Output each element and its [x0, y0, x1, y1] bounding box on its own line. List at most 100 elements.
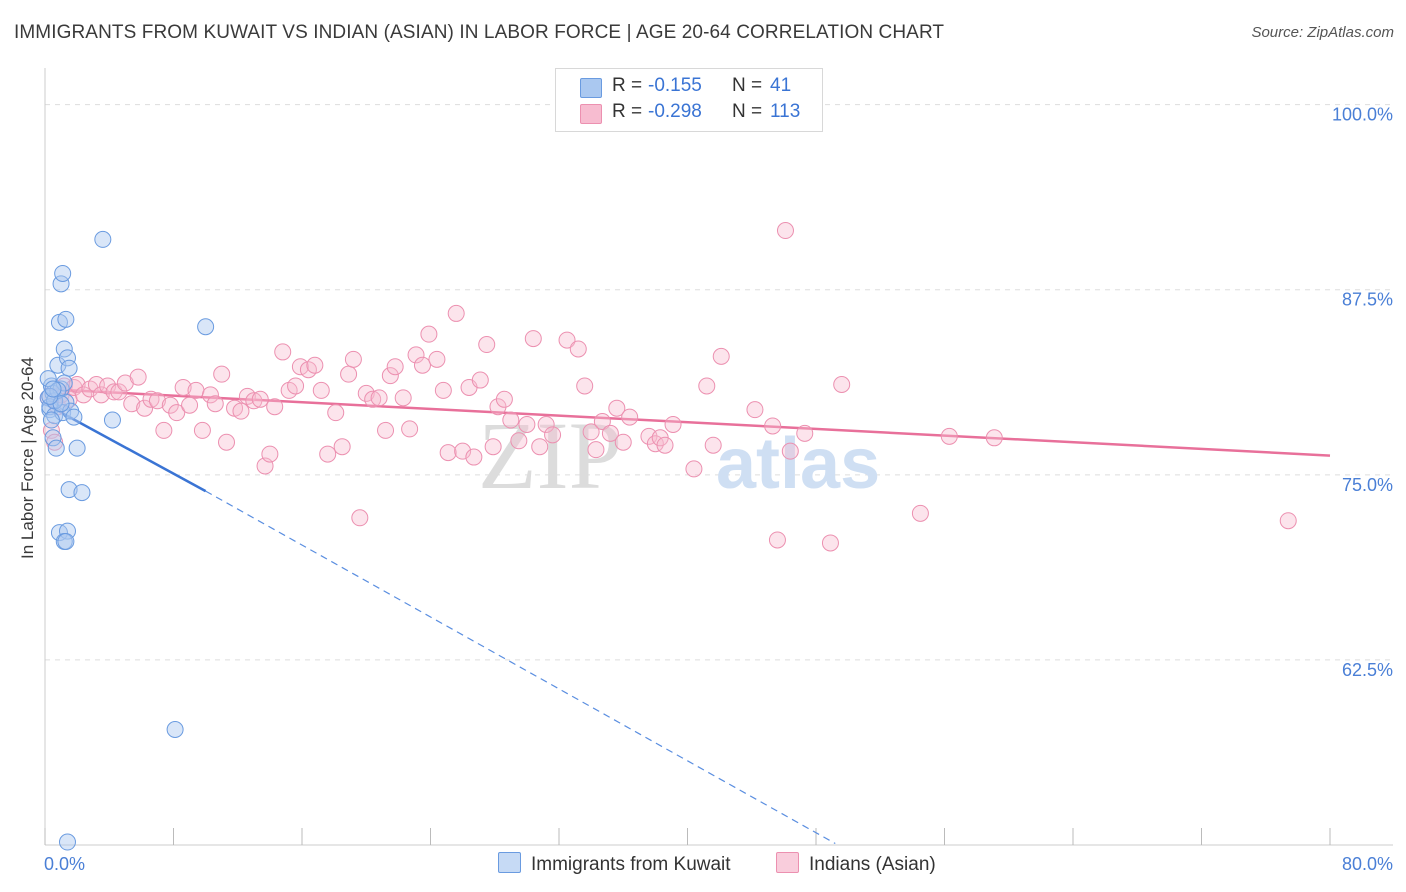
- point-indian: [357, 384, 375, 402]
- bottom-legend: Immigrants from Kuwait Indians (Asian): [0, 852, 1406, 878]
- point-indian: [781, 442, 799, 460]
- bottom-legend-label-kuwait: Immigrants from Kuwait: [531, 854, 731, 875]
- point-indian: [370, 389, 388, 407]
- trend-line-kuwait: [44, 402, 207, 493]
- point-indian: [266, 398, 284, 416]
- point-indian: [99, 377, 117, 395]
- point-indian: [306, 356, 324, 374]
- point-indian: [601, 424, 619, 442]
- point-indian: [569, 340, 587, 358]
- legend-r-value-kuwait: -0.155: [648, 75, 702, 96]
- point-indian: [174, 378, 192, 396]
- point-kuwait: [60, 359, 78, 377]
- point-indian: [364, 390, 382, 408]
- point-kuwait: [58, 833, 76, 851]
- point-indian: [911, 504, 929, 522]
- point-indian: [502, 411, 520, 429]
- point-kuwait: [47, 439, 65, 457]
- point-indian: [232, 402, 250, 420]
- point-indian: [664, 415, 682, 433]
- point-indian: [401, 420, 419, 438]
- point-indian: [821, 534, 839, 552]
- point-indian: [287, 377, 305, 395]
- point-kuwait: [94, 230, 112, 248]
- point-indian: [1279, 512, 1297, 530]
- point-indian: [394, 389, 412, 407]
- tick-labels: 100.0% 87.5% 75.0% 62.5% 0.0% 80.0%: [44, 105, 1393, 874]
- point-indian: [407, 346, 425, 364]
- point-indian: [465, 448, 483, 466]
- point-indian: [327, 404, 345, 422]
- point-indian: [746, 401, 764, 419]
- watermark: ZIP atlas: [478, 402, 880, 509]
- point-indian: [193, 421, 211, 439]
- point-indian: [593, 413, 611, 431]
- y-tick-label: 62.5%: [1342, 660, 1393, 680]
- point-indian: [537, 415, 555, 433]
- point-indian: [833, 376, 851, 394]
- point-indian: [168, 404, 186, 422]
- point-indian: [274, 343, 292, 361]
- point-indian: [621, 408, 639, 426]
- point-indian: [187, 381, 205, 399]
- point-indian: [105, 383, 123, 401]
- point-indian: [764, 417, 782, 435]
- y-tick-label: 75.0%: [1342, 475, 1393, 495]
- y-tick-label: 87.5%: [1342, 290, 1393, 310]
- point-indian: [413, 356, 431, 374]
- point-indian: [312, 381, 330, 399]
- point-kuwait: [197, 318, 215, 336]
- legend-n-value-indians: 113: [770, 101, 801, 122]
- bottom-legend-indians[interactable]: Indians (Asian): [776, 852, 936, 876]
- point-kuwait: [65, 408, 83, 426]
- point-indian: [712, 347, 730, 365]
- point-indian: [201, 386, 219, 404]
- y-tick-label: 100.0%: [1332, 105, 1393, 125]
- point-indian: [110, 383, 128, 401]
- point-indian: [576, 377, 594, 395]
- bottom-legend-swatch-kuwait: [498, 852, 521, 873]
- point-indian: [129, 368, 147, 386]
- bottom-legend-swatch-indians: [776, 852, 799, 873]
- point-indian: [75, 386, 93, 404]
- bottom-legend-label-indians: Indians (Asian): [809, 854, 936, 875]
- point-indian: [377, 421, 395, 439]
- point-indian: [148, 392, 166, 410]
- source-credit: Source: ZipAtlas.com: [1251, 24, 1394, 41]
- point-indian: [351, 509, 369, 527]
- point-indian: [434, 381, 452, 399]
- legend-box: R = -0.155 N = 41 R = -0.298 N = 113: [555, 68, 823, 132]
- point-indian: [704, 436, 722, 454]
- axes: [44, 68, 1393, 846]
- x-tick-label-min: 0.0%: [44, 854, 85, 874]
- legend-n-label: N =: [732, 101, 763, 122]
- legend-swatch-kuwait: [580, 78, 602, 98]
- bottom-legend-kuwait[interactable]: Immigrants from Kuwait: [498, 852, 731, 876]
- point-indian: [478, 336, 496, 354]
- point-kuwait: [54, 264, 72, 282]
- legend-r-label: R =: [612, 101, 643, 122]
- trend-line-kuwait-extension: [205, 490, 836, 845]
- point-indian: [447, 304, 465, 322]
- point-indian: [608, 399, 626, 417]
- point-indian: [206, 395, 224, 413]
- point-kuwait: [57, 310, 75, 328]
- point-kuwait: [73, 484, 91, 502]
- point-indian: [344, 350, 362, 368]
- chart-title: IMMIGRANTS FROM KUWAIT VS INDIAN (ASIAN)…: [14, 22, 945, 43]
- point-kuwait: [39, 370, 57, 388]
- point-indian: [155, 421, 173, 439]
- point-indian: [333, 438, 351, 456]
- point-indian: [213, 365, 231, 383]
- legend-n-label: N =: [732, 75, 763, 96]
- point-kuwait: [57, 532, 75, 550]
- point-indian: [587, 441, 605, 459]
- point-indian: [420, 325, 438, 343]
- point-indian: [614, 433, 632, 451]
- point-indian: [181, 396, 199, 414]
- watermark-zip: ZIP: [478, 402, 622, 509]
- point-indian: [136, 399, 154, 417]
- point-kuwait: [44, 429, 62, 447]
- point-indian: [484, 438, 502, 456]
